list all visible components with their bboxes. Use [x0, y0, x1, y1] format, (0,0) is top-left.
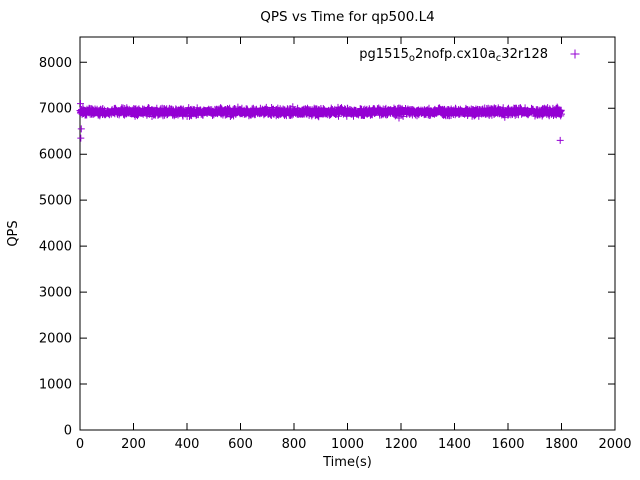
x-tick-label: 1400 [438, 437, 471, 452]
x-tick-label: 1200 [384, 437, 417, 452]
x-tick-label: 1800 [545, 437, 578, 452]
x-axis-label: Time(s) [322, 455, 372, 470]
legend-label: pg1515o​2nofp.cx10ac​32r128 [359, 47, 548, 64]
plot-border [79, 36, 616, 431]
x-tick-label: 1000 [331, 437, 364, 452]
x-tick-label: 800 [282, 437, 307, 452]
x-tick-label: 200 [121, 437, 146, 452]
x-tick-label: 0 [76, 437, 84, 452]
scatter-points [76, 100, 565, 144]
y-tick-label: 2000 [39, 332, 72, 347]
y-tick-label: 0 [64, 424, 72, 439]
axis-ticks [79, 37, 616, 431]
legend-sample-marker [570, 49, 580, 59]
y-tick-label: 1000 [39, 378, 72, 393]
y-tick-label: 7000 [39, 102, 72, 117]
y-tick-label: 8000 [39, 56, 72, 71]
chart-title: QPS vs Time for qp500.L4 [260, 9, 434, 25]
y-tick-label: 5000 [39, 194, 72, 209]
x-tick-label: 1600 [491, 437, 524, 452]
y-axis-label: QPS [6, 220, 21, 246]
y-tick-label: 4000 [39, 240, 72, 255]
y-tick-label: 3000 [39, 286, 72, 301]
y-tick-label: 6000 [39, 148, 72, 163]
x-tick-label: 400 [175, 437, 200, 452]
x-tick-label: 2000 [598, 437, 631, 452]
x-tick-label: 600 [228, 437, 253, 452]
